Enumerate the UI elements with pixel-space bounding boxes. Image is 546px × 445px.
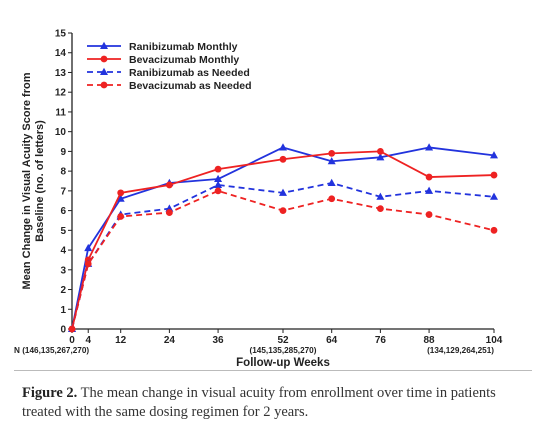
data-point bbox=[279, 188, 287, 196]
series-1 bbox=[68, 143, 498, 332]
data-point bbox=[84, 260, 92, 268]
figure-caption: Figure 2. The mean change in visual acui… bbox=[22, 384, 532, 422]
figure-label: Figure 2. bbox=[22, 385, 78, 401]
data-point bbox=[279, 143, 287, 151]
y-tick-label: 6 bbox=[60, 206, 66, 217]
data-point bbox=[214, 165, 222, 173]
y-tick-label: 7 bbox=[60, 186, 66, 197]
x-tick-label: 24 bbox=[164, 335, 176, 346]
data-point bbox=[165, 181, 173, 189]
caption-text: The mean change in visual acuity from en… bbox=[22, 385, 496, 420]
series-line bbox=[71, 150, 495, 330]
data-point bbox=[376, 192, 385, 200]
data-point bbox=[328, 195, 336, 203]
y-tick-label: 9 bbox=[60, 147, 66, 158]
y-tick-label: 8 bbox=[60, 167, 66, 178]
data-point bbox=[425, 143, 434, 151]
data-point bbox=[327, 178, 336, 186]
data-point bbox=[376, 148, 384, 155]
legend-label: Bevacizumab as Needed bbox=[129, 80, 252, 92]
data-point bbox=[490, 171, 498, 179]
x-axis-label: Follow-up Weeks bbox=[236, 357, 330, 369]
legend-marker bbox=[100, 81, 108, 89]
y-tick-label: 14 bbox=[55, 48, 67, 59]
data-point bbox=[165, 209, 173, 216]
n-annotation: N (146,135,267,270) bbox=[14, 346, 89, 355]
x-tick-label: 4 bbox=[85, 335, 91, 346]
legend-marker bbox=[100, 67, 108, 75]
y-tick-label: 11 bbox=[55, 107, 66, 118]
y-tick-label: 2 bbox=[60, 285, 66, 296]
data-point bbox=[490, 151, 498, 159]
data-point bbox=[490, 226, 498, 234]
series-3 bbox=[68, 178, 498, 332]
y-axis-label-line1: Mean Change in Visual Acuity Score from bbox=[21, 72, 33, 289]
y-tick-label: 15 bbox=[55, 29, 67, 40]
data-point bbox=[214, 187, 222, 195]
data-point bbox=[490, 192, 498, 200]
x-tick-label: 76 bbox=[375, 335, 387, 346]
x-tick-label: 88 bbox=[424, 335, 436, 346]
y-tick-label: 5 bbox=[60, 226, 66, 237]
data-point bbox=[84, 243, 93, 252]
x-tick-label: 36 bbox=[213, 335, 225, 346]
legend-label: Ranibizumab as Needed bbox=[129, 67, 250, 79]
data-point bbox=[279, 207, 287, 215]
data-point bbox=[425, 186, 434, 194]
data-point bbox=[376, 153, 385, 161]
data-point bbox=[328, 149, 336, 157]
y-tick-label: 12 bbox=[55, 88, 67, 99]
data-point bbox=[117, 189, 125, 197]
data-point bbox=[327, 157, 336, 165]
data-point bbox=[279, 155, 287, 163]
series-line bbox=[71, 182, 495, 330]
x-tick-label: 64 bbox=[326, 335, 338, 346]
y-tick-label: 4 bbox=[60, 246, 66, 257]
series-layer bbox=[68, 143, 498, 333]
caption-divider bbox=[14, 370, 532, 371]
legend-marker bbox=[100, 41, 108, 49]
y-tick-label: 1 bbox=[60, 305, 66, 316]
data-point bbox=[68, 325, 76, 333]
y-tick-label: 13 bbox=[55, 68, 67, 79]
data-point bbox=[117, 213, 125, 220]
series-line bbox=[71, 189, 495, 330]
legend-label: Ranibizumab Monthly bbox=[129, 41, 238, 53]
data-point bbox=[376, 205, 384, 213]
x-tick-label: 52 bbox=[277, 335, 289, 346]
x-tick-label: 104 bbox=[486, 335, 503, 346]
series-2 bbox=[68, 148, 498, 333]
series-4 bbox=[68, 187, 498, 333]
series-line bbox=[71, 146, 495, 330]
y-tick-label: 10 bbox=[55, 127, 67, 138]
legend-marker bbox=[100, 55, 108, 63]
n-annotation: (145,135,285,270) bbox=[250, 346, 317, 355]
n-annotation: (134,129,264,251) bbox=[427, 346, 494, 355]
legend-label: Bevacizumab Monthly bbox=[129, 54, 239, 66]
x-tick-label: 12 bbox=[115, 335, 127, 346]
data-point bbox=[116, 194, 125, 202]
x-tick-label: 0 bbox=[69, 335, 75, 346]
data-point bbox=[214, 180, 223, 188]
y-tick-label: 3 bbox=[60, 265, 66, 276]
data-point bbox=[425, 211, 433, 218]
data-point bbox=[425, 173, 433, 181]
data-point bbox=[214, 174, 223, 183]
y-axis-label-line2: Baseline (no. of letters) bbox=[34, 120, 46, 242]
y-tick-label: 0 bbox=[60, 325, 66, 336]
